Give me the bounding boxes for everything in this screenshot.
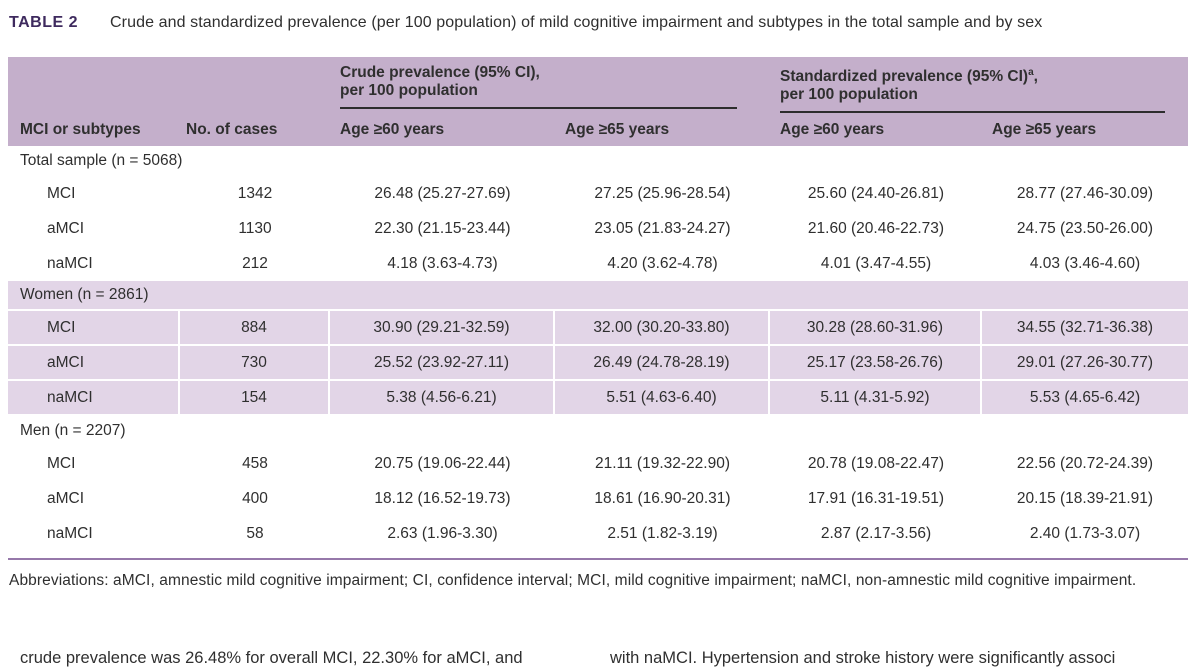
cell-value: 400 — [242, 489, 268, 507]
col-header-crude-age-65: Age ≥65 years — [565, 120, 670, 138]
cell-value: 5.53 (4.65-6.42) — [1029, 388, 1141, 406]
col-header-mci-or-subtypes: MCI or subtypes — [20, 120, 141, 138]
table-row: MCI 458 20.75 (19.06-22.44) 21.11 (19.32-22… — [8, 446, 1188, 481]
cell-value: 1130 — [238, 219, 272, 237]
cell-value: 23.05 (21.83-24.27) — [594, 219, 731, 237]
prevalence-table: Crude prevalence (95% CI), per 100 popul… — [8, 57, 1188, 593]
cell-value: 2.40 (1.73-3.07) — [1029, 524, 1141, 542]
cell-value: 4.01 (3.47-4.55) — [820, 254, 932, 272]
cell-value: 884 — [180, 311, 330, 345]
standardized-label: Standardized prevalence (95% CI) — [780, 68, 1029, 86]
cell-value: 32.00 (30.20-33.80) — [555, 311, 770, 345]
cell-value: 30.28 (28.60-31.96) — [770, 311, 982, 345]
cell-value: 730 — [180, 346, 330, 380]
section-label: Women (n = 2861) — [20, 286, 149, 304]
group-header-spacer — [8, 64, 330, 113]
row-label: aMCI — [8, 346, 180, 380]
cell-value: 27.25 (25.96-28.54) — [594, 184, 731, 202]
abbreviations-note: Abbreviations: aMCI, amnestic mild cogni… — [9, 572, 1137, 590]
section-row: Women (n = 2861) — [8, 281, 1188, 312]
cell-value: 30.90 (29.21-32.59) — [330, 311, 555, 345]
cell-value: 25.52 (23.92-27.11) — [330, 346, 555, 380]
cell-value: 5.51 (4.63-6.40) — [555, 381, 770, 415]
row-label: naMCI — [8, 381, 180, 415]
standardized-label-comma: , — [1033, 68, 1038, 86]
footnote-marker-a: a — [1028, 67, 1034, 78]
cell-value: 20.75 (19.06-22.44) — [374, 454, 511, 472]
cell-value: 25.60 (24.40-26.81) — [807, 184, 945, 202]
group-header-crude-line1: Crude prevalence (95% CI), — [340, 64, 540, 81]
cell-value: 2.63 (1.96-3.30) — [387, 524, 498, 542]
cell-value: 1342 — [237, 184, 273, 202]
cell-value: 458 — [242, 454, 268, 472]
cell-value: 28.77 (27.46-30.09) — [1016, 184, 1154, 202]
column-header-row: MCI or subtypes No. of cases Age ≥60 yea… — [8, 113, 1188, 146]
table-body: Total sample (n = 5068) MCI 1342 26.48 (25.… — [8, 146, 1188, 551]
cell-value: 18.12 (16.52-19.73) — [374, 489, 511, 507]
group-header-crude: Crude prevalence (95% CI), per 100 popul… — [330, 64, 770, 113]
cell-value: 29.01 (27.26-30.77) — [1016, 353, 1154, 371]
cell-value: 2.87 (2.17-3.56) — [820, 524, 932, 542]
col-header-std-age-65: Age ≥65 years — [992, 120, 1097, 138]
col-header-std-age-60: Age ≥60 years — [780, 120, 885, 138]
cell-value: 5.38 (4.56-6.21) — [330, 381, 555, 415]
cell-value: 24.75 (23.50-26.00) — [1016, 219, 1154, 237]
group-header-crude-line2: per 100 population — [340, 82, 478, 99]
section-row: Men (n = 2207) — [8, 416, 1188, 446]
cell-value: 212 — [242, 254, 268, 272]
group-header-row: Crude prevalence (95% CI), per 100 popul… — [8, 64, 1188, 114]
cell-value: 4.18 (3.63-4.73) — [387, 254, 498, 272]
body-text-right-fragment: with naMCI. Hypertension and stroke hist… — [610, 649, 1116, 667]
cell-value: 26.48 (25.27-27.69) — [374, 184, 511, 202]
table-bottom-rule — [8, 558, 1188, 561]
table-title: Crude and standardized prevalence (per 1… — [109, 14, 1043, 31]
cell-value: 4.03 (3.46-4.60) — [1029, 254, 1141, 272]
cell-value: 20.78 (19.08-22.47) — [807, 454, 945, 472]
table-row: naMCI 154 5.38 (4.56-6.21) 5.51 (4.63-6.40)… — [8, 381, 1188, 417]
table-row: aMCI 400 18.12 (16.52-19.73) 18.61 (16.90-2… — [8, 481, 1188, 516]
cell-value: 34.55 (32.71-36.38) — [1016, 318, 1154, 336]
table-row: naMCI 58 2.63 (1.96-3.30) 2.51 (1.82-3.19) 2… — [8, 516, 1188, 551]
cell-value: 5.11 (4.31-5.92) — [770, 381, 982, 415]
col-header-crude-age-60: Age ≥60 years — [340, 120, 445, 138]
table-row: MCI 884 30.90 (29.21-32.59) 32.00 (30.20-33… — [8, 311, 1188, 347]
table-row: aMCI 730 25.52 (23.92-27.11) 26.49 (24.78-2… — [8, 346, 1188, 382]
cell-value: 25.17 (23.58-26.76) — [770, 346, 982, 380]
cell-value: 20.15 (18.39-21.91) — [1016, 489, 1154, 507]
section-row: Total sample (n = 5068) — [8, 146, 1188, 176]
cell-value: 58 — [246, 524, 264, 542]
table-row: naMCI 212 4.18 (3.63-4.73) 4.20 (3.62-4.78)… — [8, 246, 1188, 281]
cell-value: 4.20 (3.62-4.78) — [607, 254, 718, 272]
section-label: Men (n = 2207) — [20, 422, 126, 440]
group-header-standardized-line2: per 100 population — [780, 86, 918, 104]
table-caption: TABLE 2 Crude and standardized prevalence… — [0, 0, 1197, 32]
cell-value: 21.60 (20.46-22.73) — [807, 219, 945, 237]
cell-value: 154 — [180, 381, 330, 415]
row-label: naMCI — [47, 254, 93, 272]
cell-value: 22.56 (20.72-24.39) — [1016, 454, 1154, 472]
body-text-left-fragment: crude prevalence was 26.48% for overall … — [20, 649, 523, 667]
group-header-standardized: Standardized prevalence (95% CI)a, per 1… — [770, 64, 1188, 114]
table-number: TABLE 2 — [9, 14, 78, 31]
table-row: aMCI 1130 22.30 (21.15-23.44) 23.05 (21.83-… — [8, 211, 1188, 246]
cell-value: 18.61 (16.90-20.31) — [594, 489, 731, 507]
row-label: MCI — [8, 311, 180, 345]
table-row: MCI 1342 26.48 (25.27-27.69) 27.25 (25.96-2… — [8, 176, 1188, 211]
row-label: MCI — [47, 454, 76, 472]
row-label: naMCI — [47, 524, 93, 542]
cell-value: 26.49 (24.78-28.19) — [555, 346, 770, 380]
cell-value: 21.11 (19.32-22.90) — [594, 454, 730, 472]
section-label: Total sample (n = 5068) — [20, 152, 183, 170]
cell-value: 2.51 (1.82-3.19) — [607, 524, 718, 542]
group-header-standardized-line1: Standardized prevalence (95% CI)a, — [780, 64, 1165, 86]
row-label: MCI — [47, 184, 76, 202]
cell-value: 17.91 (16.31-19.51) — [807, 489, 945, 507]
col-header-no-of-cases: No. of cases — [186, 120, 278, 138]
table-header-band: Crude prevalence (95% CI), per 100 popul… — [8, 57, 1188, 147]
row-label: aMCI — [47, 219, 85, 237]
row-label: aMCI — [47, 489, 85, 507]
cell-value: 22.30 (21.15-23.44) — [374, 219, 511, 237]
